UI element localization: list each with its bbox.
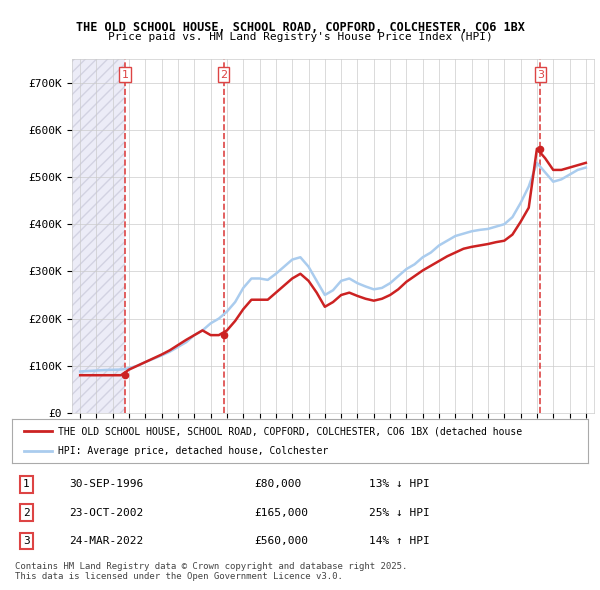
Text: £165,000: £165,000 [254,507,308,517]
Point [219,330,229,340]
Text: 1: 1 [23,480,30,490]
Text: 2: 2 [23,507,30,517]
Text: 24-MAR-2022: 24-MAR-2022 [70,536,144,546]
Bar [72,59,125,413]
Point [120,371,130,380]
Text: 14% ↑ HPI: 14% ↑ HPI [369,536,430,546]
Text: 25% ↓ HPI: 25% ↓ HPI [369,507,430,517]
Text: £80,000: £80,000 [254,480,301,490]
Text: Price paid vs. HM Land Registry's House Price Index (HPI): Price paid vs. HM Land Registry's House … [107,32,493,42]
Text: 30-SEP-1996: 30-SEP-1996 [70,480,144,490]
Text: £560,000: £560,000 [254,536,308,546]
Text: 23-OCT-2002: 23-OCT-2002 [70,507,144,517]
Text: THE OLD SCHOOL HOUSE, SCHOOL ROAD, COPFORD, COLCHESTER, CO6 1BX: THE OLD SCHOOL HOUSE, SCHOOL ROAD, COPFO… [76,21,524,34]
Text: THE OLD SCHOOL HOUSE, SCHOOL ROAD, COPFORD, COLCHESTER, CO6 1BX (detached house: THE OLD SCHOOL HOUSE, SCHOOL ROAD, COPFO… [58,427,522,436]
Text: 1: 1 [122,70,128,80]
Text: 13% ↓ HPI: 13% ↓ HPI [369,480,430,490]
Point [536,144,545,153]
Text: 3: 3 [23,536,30,546]
Text: HPI: Average price, detached house, Colchester: HPI: Average price, detached house, Colc… [58,446,328,455]
Text: 3: 3 [537,70,544,80]
Text: Contains HM Land Registry data © Crown copyright and database right 2025.
This d: Contains HM Land Registry data © Crown c… [15,562,407,581]
Text: 2: 2 [220,70,227,80]
